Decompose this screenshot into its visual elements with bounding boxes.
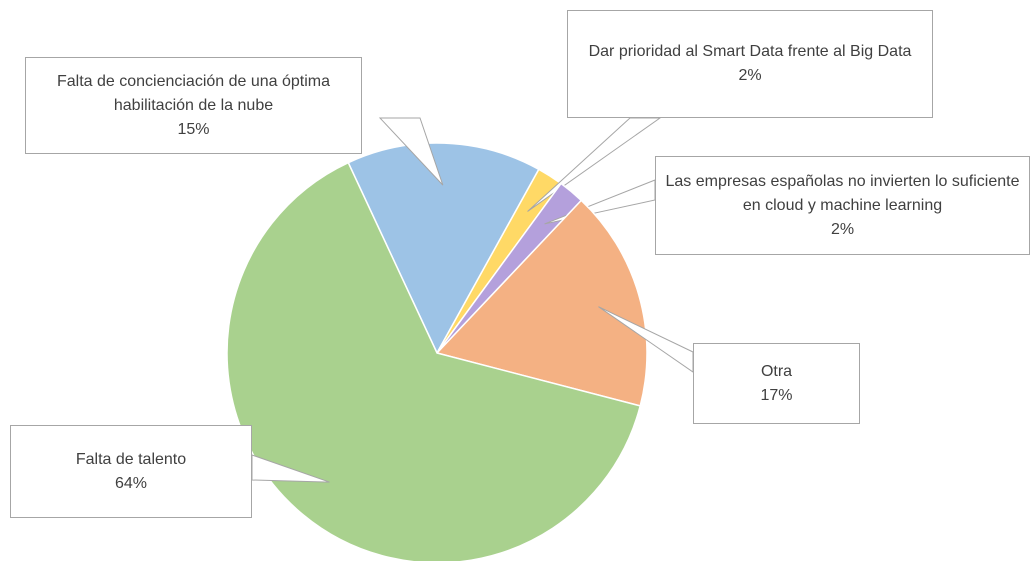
label-category: Falta de concienciación de una óptima ha…: [56, 72, 331, 114]
label-value: 64%: [114, 474, 148, 492]
label-category: Las empresas españolas no invierten lo s…: [665, 172, 1020, 214]
data-label: Dar prioridad al Smart Data frente al Bi…: [567, 10, 933, 118]
data-label: Las empresas españolas no invierten lo s…: [655, 156, 1030, 255]
label-category: Otra: [760, 362, 793, 380]
data-label: Falta de concienciación de una óptima ha…: [25, 57, 362, 154]
callout-pointer: [378, 117, 444, 186]
callout-pointer: [527, 117, 662, 212]
pie-slice: [435, 199, 648, 407]
data-label: Otra 17%: [693, 343, 860, 424]
pie-slice: [347, 142, 540, 355]
label-category: Falta de talento: [75, 450, 187, 468]
data-label: Falta de talento 64%: [10, 425, 252, 518]
label-value: 2%: [738, 67, 762, 84]
label-value: 2%: [830, 220, 855, 238]
label-category: Dar prioridad al Smart Data frente al Bi…: [588, 43, 912, 60]
label-value: 17%: [760, 386, 793, 404]
pie-slice: [226, 161, 642, 561]
callout-pointer: [251, 454, 330, 483]
label-value: 15%: [177, 120, 210, 138]
